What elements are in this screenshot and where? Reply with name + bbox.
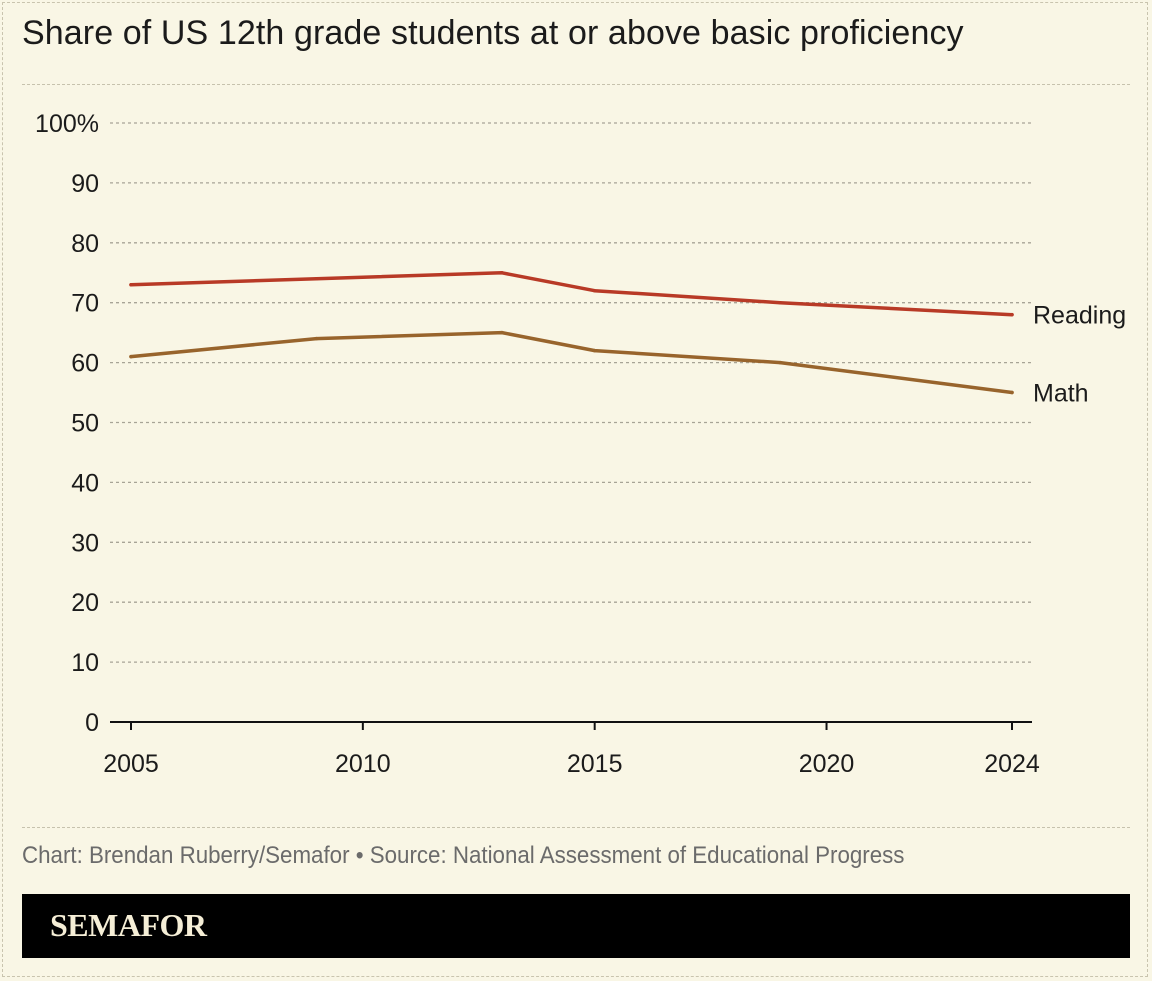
math-line — [129, 330, 1014, 395]
x-tick-label: 2024 — [984, 750, 1040, 778]
y-tick-label: 10 — [71, 649, 99, 677]
reading-point — [778, 300, 782, 305]
y-tick-label: 20 — [71, 589, 99, 617]
math-point — [592, 348, 597, 353]
x-tick-label: 2020 — [799, 750, 855, 778]
reading-series-label: Reading — [1033, 302, 1126, 330]
reading-point — [1010, 312, 1014, 317]
semafor-logo: SEMAFOR — [50, 907, 207, 943]
reading-point — [500, 271, 504, 275]
y-tick-label: 30 — [71, 529, 99, 557]
y-tick-label: 90 — [71, 170, 99, 198]
x-tick-label: 2010 — [335, 750, 391, 778]
math-point — [778, 360, 782, 365]
y-tick-label: 70 — [71, 290, 99, 318]
y-tick-label: 100% — [35, 110, 99, 138]
y-tick-label: 0 — [85, 709, 99, 737]
source-credit: Chart: Brendan Ruberry/Semafor • Source:… — [22, 842, 905, 869]
line-chart: 0 10 20 30 40 50 60 70 80 90 100% 2005 2010 2015 2020 2… — [35, 110, 1126, 778]
y-tick-label: 40 — [71, 469, 99, 497]
math-series-label: Math — [1033, 380, 1089, 408]
y-tick-label: 60 — [71, 350, 99, 378]
x-tick-label: 2015 — [567, 750, 623, 778]
reading-line — [129, 271, 1014, 317]
math-point — [500, 330, 504, 335]
y-tick-label: 80 — [71, 230, 99, 258]
reading-point — [129, 282, 133, 287]
chart-title: Share of US 12th grade students at or ab… — [22, 14, 964, 52]
reading-point — [314, 276, 319, 281]
math-point — [314, 336, 319, 341]
series-reading: Reading — [129, 271, 1126, 330]
y-tick-label: 50 — [71, 410, 99, 438]
x-tick-label: 2005 — [103, 750, 159, 778]
math-point — [1010, 390, 1014, 395]
header-divider — [22, 84, 1130, 85]
series-math: Math — [129, 330, 1089, 408]
footer-brand-bar: SEMAFOR — [22, 894, 1130, 958]
reading-point — [592, 288, 597, 293]
math-point — [129, 354, 133, 359]
footer-divider — [22, 827, 1130, 828]
